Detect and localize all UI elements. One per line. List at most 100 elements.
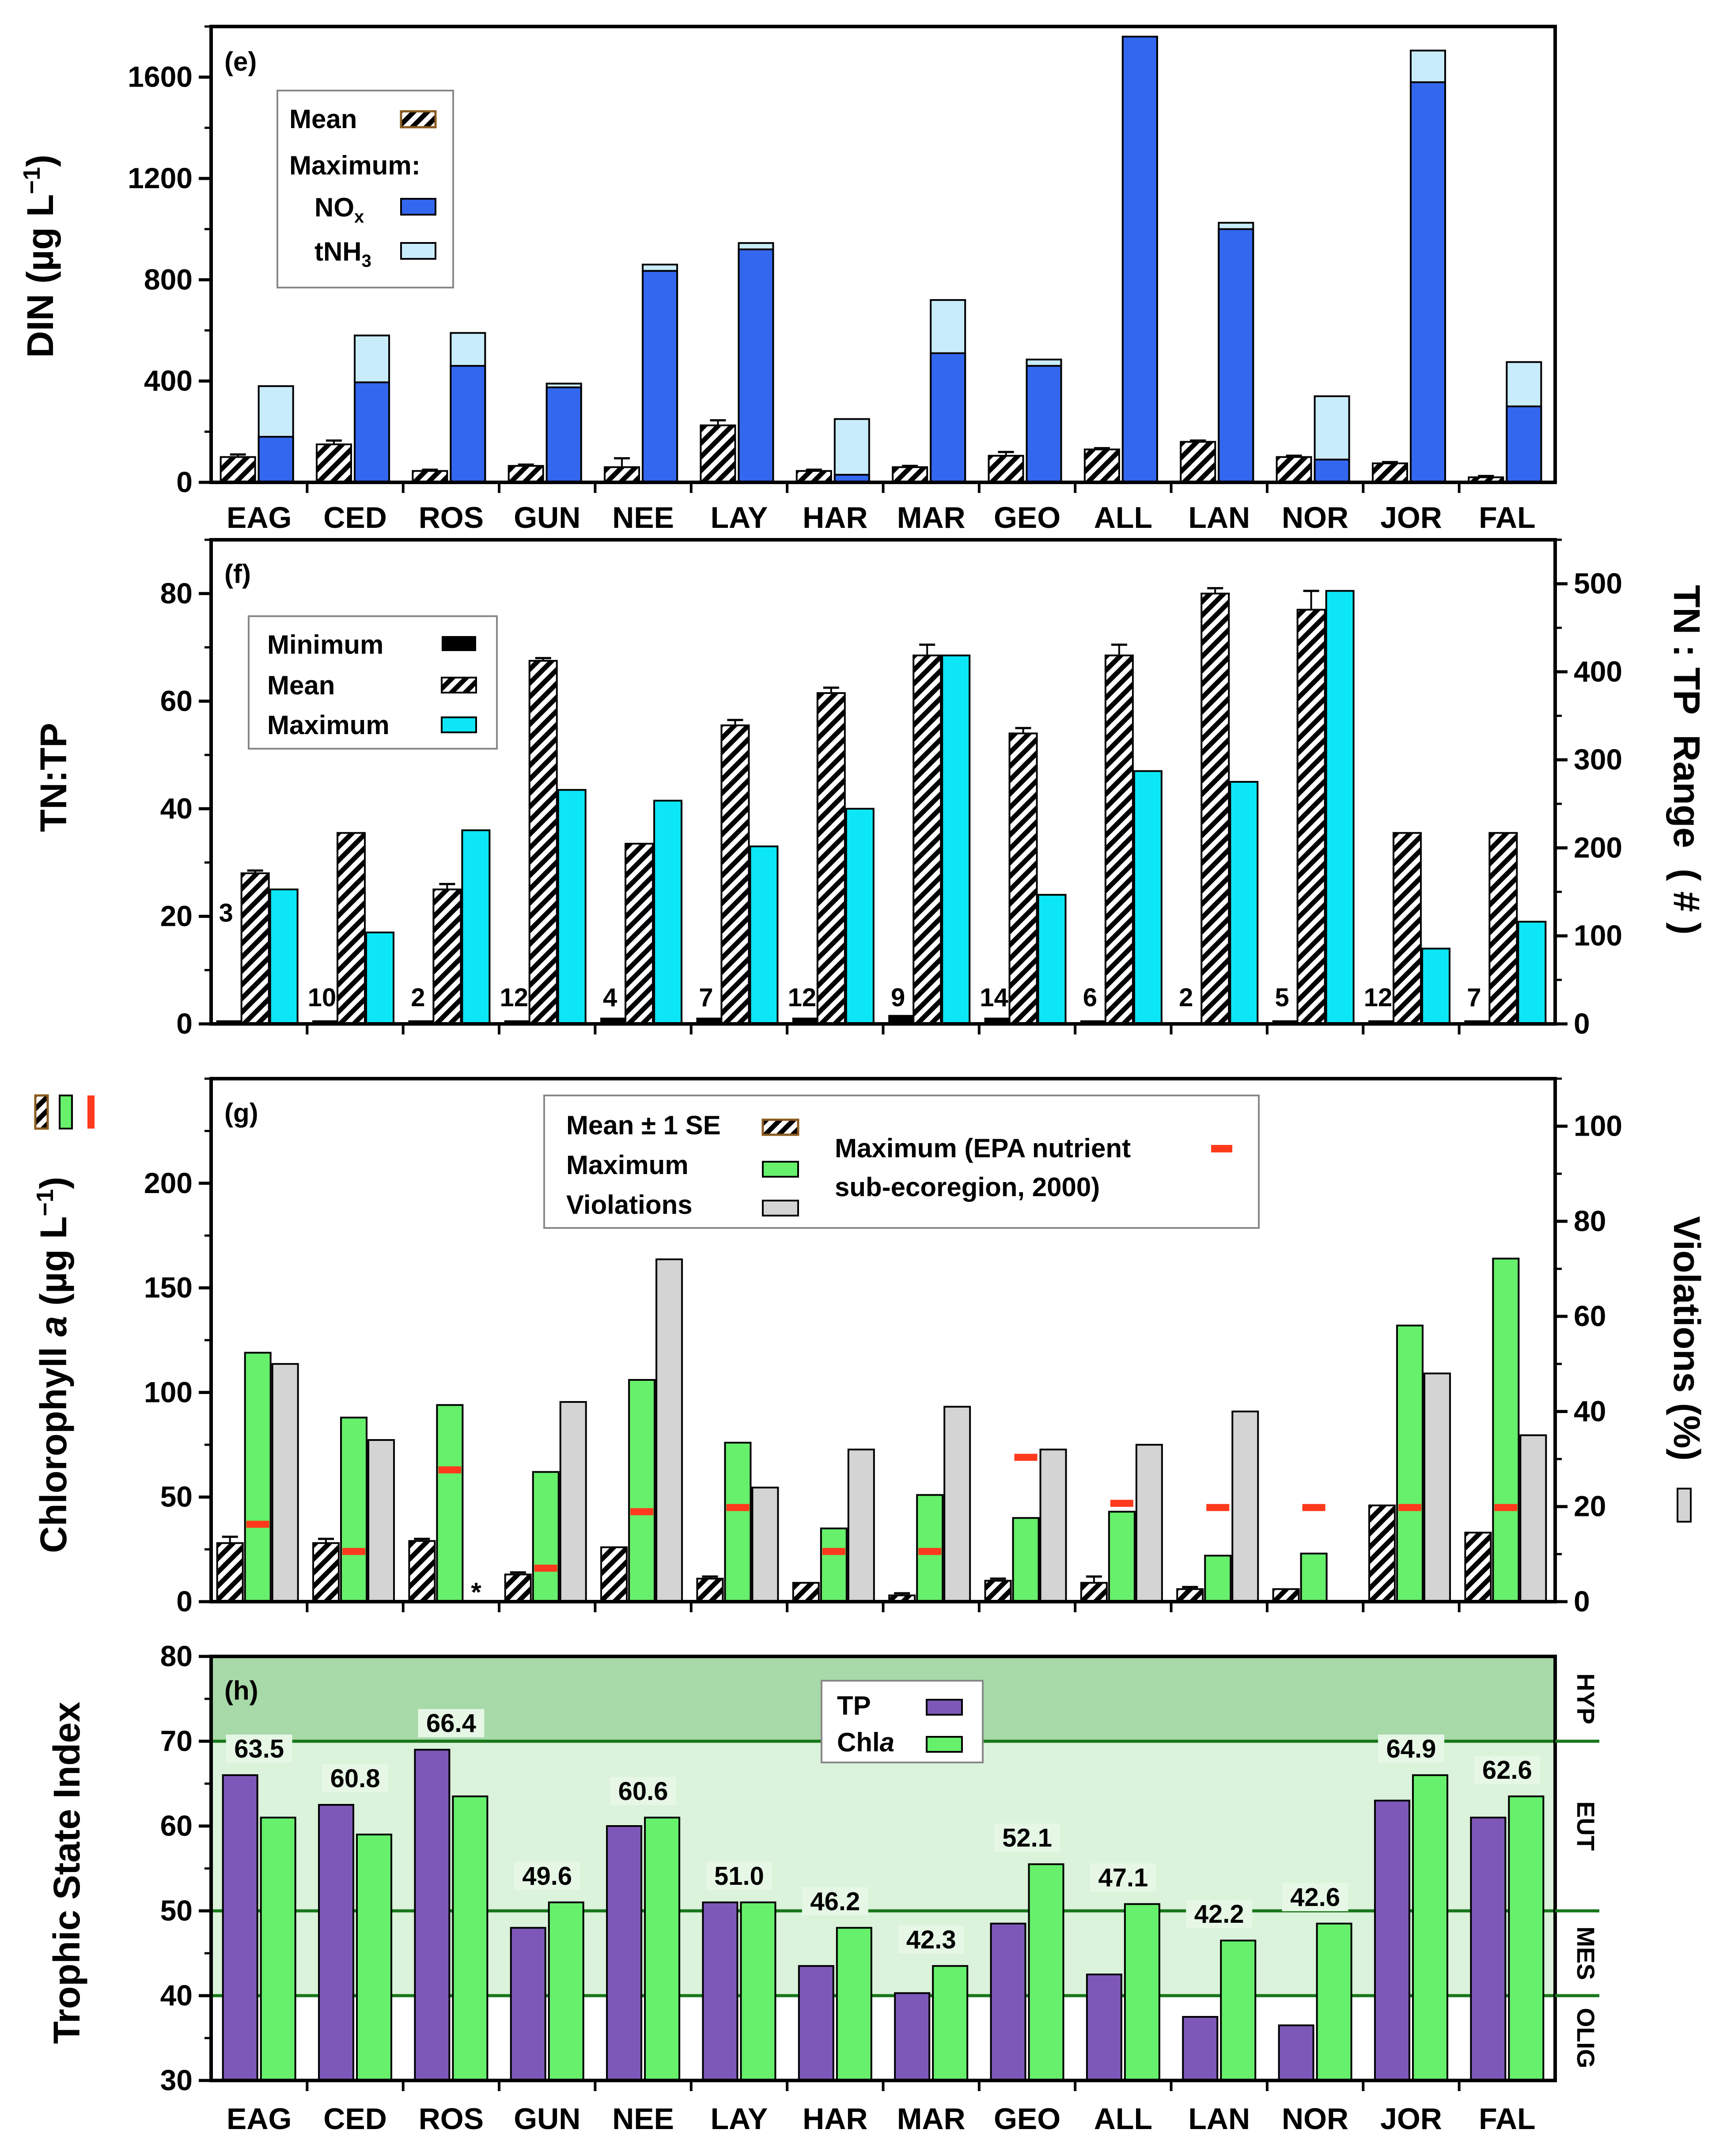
- zone-label-hyp: HYP: [1572, 1673, 1600, 1724]
- average-label-h-jor: 64.9: [1386, 1735, 1436, 1763]
- panel-e-y-label: DIN (µg L−1): [19, 155, 61, 358]
- marker-g-epa-all: [1110, 1500, 1133, 1507]
- panel-e-y-tick-label: 800: [144, 263, 193, 296]
- average-label-bg-h-ced: [322, 1764, 389, 1792]
- bar-g-mean-ros: [408, 1540, 436, 1603]
- bar-e-mean-lay: [700, 424, 736, 483]
- bar-h-chla-all: [1124, 1903, 1160, 2082]
- bar-g-maximum-ced: [340, 1417, 368, 1603]
- panel-h-x-label-fal: FAL: [1479, 2102, 1535, 2136]
- bar-g-maximum-har: [820, 1527, 848, 1603]
- panel-f-y-tick-label: 0: [176, 1007, 193, 1040]
- bar-h-tp-lay: [702, 1901, 738, 2081]
- legend-f-maximum-swatch: [441, 716, 477, 733]
- bar-f-maximum-lan: [1229, 781, 1259, 1025]
- legend-f-minimum-swatch: [442, 636, 476, 651]
- panel-f-y-axis: 0 20 40 60 80: [160, 538, 211, 1040]
- legend-g-epa-swatch: [1211, 1145, 1232, 1152]
- bar-f-mean-eag: [240, 872, 270, 1025]
- bar-f-mean-gun: [528, 660, 558, 1025]
- panel-h-bars: 63.5 60.8 66.4 49.6 60.6 51.0 46.2 42.3 52.1 47.1…: [222, 1709, 1545, 2082]
- bar-g-mean-nee: [600, 1546, 628, 1603]
- marker-g-epa-geo: [1014, 1454, 1038, 1461]
- average-label-h-all: 47.1: [1098, 1864, 1148, 1892]
- bar-h-tp-geo: [990, 1922, 1026, 2081]
- bar-h-tp-jor: [1374, 1800, 1410, 2081]
- bar-g-mean-all: [1080, 1582, 1108, 1603]
- bar-e-nox-ced: [354, 381, 390, 483]
- bar-f-mean-nee: [625, 843, 654, 1025]
- bar-g-mean-har: [792, 1582, 820, 1603]
- bar-e-mean-jor: [1371, 462, 1408, 483]
- marker-g-epa-jor: [1398, 1504, 1421, 1511]
- panel-g-y-tick-label: 200: [144, 1167, 193, 1199]
- bar-h-tp-eag: [222, 1774, 258, 2082]
- legend-e-tnh3-label: tNH3: [314, 237, 371, 271]
- bar-h-chla-mar: [932, 1965, 969, 2081]
- bar-h-tp-har: [798, 1965, 834, 2081]
- panel-h-y-label: Trophic State Index: [46, 1701, 87, 2044]
- bar-h-tp-gun: [510, 1927, 546, 2081]
- bar-g-maximum-eag: [244, 1352, 272, 1603]
- panel-g-y2-tick-label: 40: [1574, 1394, 1606, 1427]
- legend-f-minimum-label: Minimum: [267, 630, 383, 659]
- bar-f-mean-geo: [1008, 732, 1038, 1025]
- bar-h-chla-geo: [1028, 1863, 1064, 2081]
- marker-g-epa-lan: [1206, 1504, 1230, 1511]
- average-label-h-geo: 52.1: [1002, 1823, 1052, 1852]
- range-label-f-eag: 3: [219, 899, 233, 928]
- range-label-f-jor: 12: [1364, 983, 1393, 1012]
- legend-h-chla-label: Chla: [837, 1728, 894, 1757]
- bar-g-mean-eag: [216, 1542, 244, 1603]
- panel-g-y2-axis: 0 20 40 60 80 100: [1555, 1077, 1622, 1618]
- legend-f-mean-label: Mean: [267, 671, 335, 700]
- average-label-bg-h-jor: [1378, 1734, 1444, 1763]
- bar-g-violations-gun: [559, 1401, 587, 1603]
- panel-h-x-label-all: ALL: [1094, 2102, 1152, 2136]
- range-label-f-lan: 2: [1179, 983, 1193, 1012]
- zone-label-mes: MES: [1572, 1926, 1600, 1980]
- bar-g-mean-jor: [1368, 1504, 1396, 1603]
- average-label-h-fal: 62.6: [1482, 1756, 1532, 1785]
- panel-g-y2-tick-label: 0: [1574, 1585, 1590, 1618]
- panel-f-y2-label: TN : TP Range ( # ): [1666, 585, 1708, 935]
- panel-h-x-label-har: HAR: [803, 2102, 867, 2136]
- range-label-f-lay: 7: [699, 983, 713, 1012]
- zone-label-eut: EUT: [1572, 1801, 1600, 1851]
- panel-e-x-label-lan: LAN: [1188, 501, 1250, 534]
- bar-g-violations-ced: [367, 1439, 395, 1603]
- bar-e-nox-mar: [930, 352, 966, 483]
- panel-e-x-label-nor: NOR: [1282, 501, 1348, 534]
- bar-g-maximum-lan: [1204, 1554, 1232, 1603]
- bar-h-chla-lay: [740, 1901, 776, 2081]
- panel-e-y-tick-label: 400: [144, 364, 193, 397]
- bar-e-mean-ced: [316, 443, 352, 483]
- panel-h-x-label-geo: GEO: [994, 2102, 1060, 2136]
- range-label-f-nee: 4: [603, 983, 617, 1012]
- panel-f-y2-tick-label: 400: [1574, 655, 1622, 688]
- marker-g-epa-mar: [918, 1548, 942, 1555]
- panel-g-y2-tick-label: 80: [1574, 1205, 1606, 1237]
- panel-h-y-tick-label: 30: [160, 2064, 193, 2096]
- bar-f-mean-har: [816, 692, 846, 1025]
- legend-h-tp-swatch: [926, 1699, 963, 1716]
- panel-f-tag: (f): [224, 559, 251, 589]
- average-label-bg-h-all: [1090, 1863, 1156, 1892]
- bar-f-maximum-geo: [1037, 894, 1067, 1025]
- bar-g-maximum-nee: [628, 1379, 656, 1603]
- bar-f-mean-jor: [1392, 832, 1422, 1025]
- bar-g-mean-nor: [1272, 1588, 1300, 1603]
- marker-g-epa-gun: [534, 1565, 557, 1572]
- bar-f-maximum-fal: [1517, 921, 1547, 1025]
- bar-f-mean-ros: [432, 888, 462, 1025]
- bar-h-tp-ros: [414, 1749, 451, 2081]
- marker-g-epa-eag: [246, 1520, 269, 1528]
- average-label-bg-h-eag: [226, 1734, 292, 1763]
- panel-g-y-tick-label: 100: [144, 1375, 193, 1408]
- bar-h-tp-all: [1086, 1974, 1122, 2081]
- average-label-h-lan: 42.2: [1194, 1900, 1244, 1929]
- bar-g-maximum-lay: [724, 1442, 752, 1603]
- panel-g-y2-label: Violations (%): [1666, 1216, 1708, 1461]
- legend-e-mean-label: Mean: [289, 104, 357, 134]
